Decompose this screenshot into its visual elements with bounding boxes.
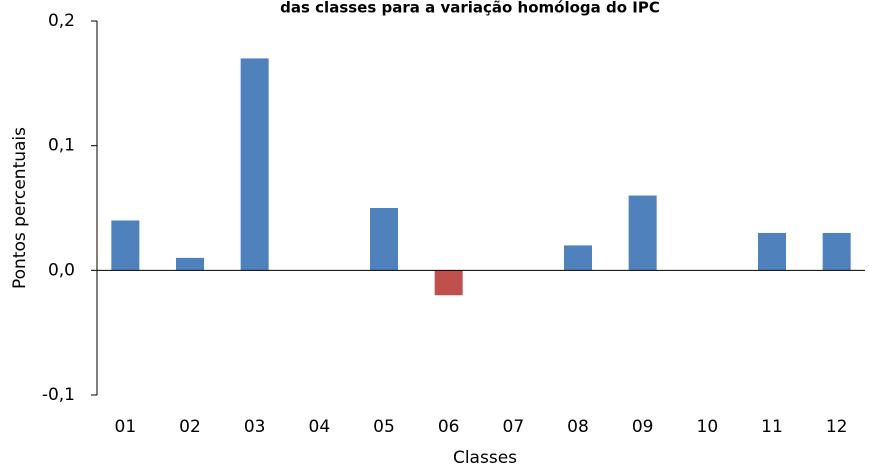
x-tick-label: 03 — [244, 417, 266, 437]
bar — [111, 220, 140, 271]
x-tick-label: 07 — [503, 417, 525, 437]
y-tick-label: -0,1 — [42, 385, 75, 405]
x-tick-label: 06 — [438, 417, 460, 437]
bar — [434, 270, 463, 296]
bar — [822, 232, 851, 271]
bar — [176, 257, 204, 271]
bar — [758, 232, 786, 271]
x-tick-label: 10 — [697, 417, 719, 437]
y-axis-label: Pontos percentuais — [10, 127, 30, 289]
x-tick-label: 04 — [309, 417, 331, 437]
x-axis-label: Classes — [453, 448, 517, 468]
chart-title: das classes para a variação homóloga do … — [280, 0, 660, 17]
x-tick-label: 01 — [115, 417, 137, 437]
x-tick-label: 05 — [373, 417, 395, 437]
x-tick-label: 11 — [761, 417, 783, 437]
y-tick-label: 0,1 — [48, 136, 75, 156]
y-tick-label: 0,2 — [48, 11, 75, 31]
x-tick-label: 08 — [567, 417, 589, 437]
bar — [370, 208, 398, 271]
x-tick-label: 12 — [826, 417, 848, 437]
bar — [564, 245, 592, 271]
y-tick-label: 0,0 — [48, 260, 75, 280]
bar — [240, 58, 269, 271]
bar — [628, 195, 657, 271]
x-tick-label: 02 — [179, 417, 201, 437]
x-tick-label: 09 — [632, 417, 654, 437]
